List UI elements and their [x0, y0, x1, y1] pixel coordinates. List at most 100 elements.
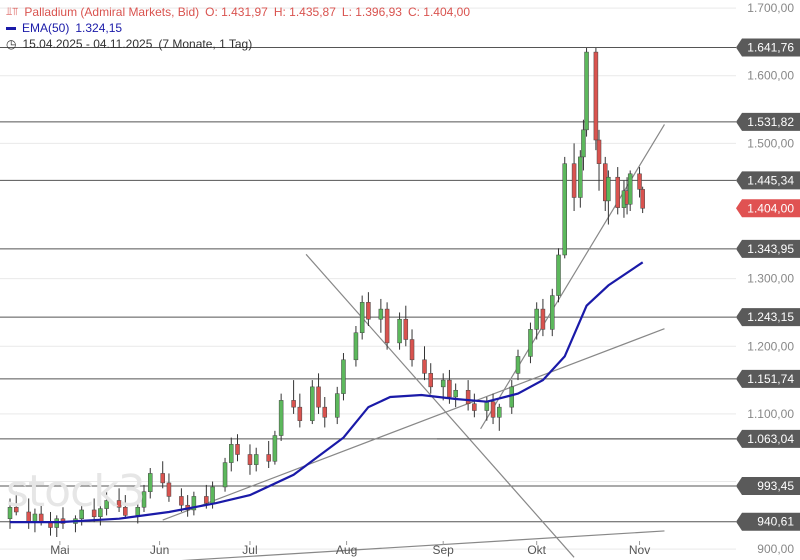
- x-tick-label: Mai: [50, 543, 69, 557]
- candle-body: [509, 386, 515, 408]
- candle-body: [141, 491, 147, 508]
- x-tick-label: Aug: [336, 543, 357, 557]
- trend-line: [305, 253, 575, 558]
- candle-body: [353, 332, 359, 361]
- candle-body: [581, 129, 586, 158]
- level-tag: [736, 369, 800, 388]
- candle-body: [484, 401, 490, 411]
- y-tick-label: 1.500,00: [747, 136, 794, 150]
- candle-body: [593, 51, 599, 141]
- level-label: 1.151,74: [747, 372, 794, 386]
- level-tag: [736, 308, 800, 327]
- date-range: 15.04.2025 - 04.11.2025: [22, 37, 153, 51]
- x-tick-label: Jul: [242, 543, 257, 557]
- price-chart-icon: ⫫⫪: [6, 5, 19, 18]
- candle-body: [79, 509, 84, 519]
- candle-body: [210, 486, 215, 504]
- candle-body: [98, 508, 103, 517]
- level-label: 1.445,34: [747, 173, 794, 187]
- candle-body: [540, 308, 546, 330]
- candle-body: [453, 389, 458, 398]
- candle-body: [160, 473, 165, 484]
- candle-body: [104, 500, 109, 509]
- candle-body: [341, 359, 346, 394]
- candle-body: [640, 189, 645, 209]
- ema-label: EMA(50): [22, 21, 70, 35]
- level-tag: [736, 429, 800, 448]
- watermark: stock3: [6, 466, 146, 517]
- range-note: (7 Monate, 1 Tag): [158, 37, 253, 51]
- candle-body: [447, 379, 452, 398]
- level-label: 1.343,95: [747, 242, 794, 256]
- candle-body: [556, 254, 561, 296]
- x-tick-label: Jun: [150, 543, 169, 557]
- candle-body: [403, 318, 409, 340]
- candle-body: [191, 496, 197, 511]
- candle-body: [116, 500, 122, 508]
- trend-line: [181, 530, 665, 560]
- candle-body: [409, 339, 415, 361]
- level-tag: [736, 171, 800, 190]
- instrument-name: Palladium (Admiral Markets, Bid): [24, 5, 200, 19]
- candle-body: [571, 163, 577, 198]
- candle-body: [637, 173, 642, 190]
- candle-body: [528, 329, 533, 357]
- candle-body: [147, 473, 153, 492]
- candle-body: [534, 308, 539, 330]
- candle-body: [291, 400, 296, 408]
- y-tick-label: 1.600,00: [747, 69, 794, 83]
- candle-body: [584, 51, 589, 131]
- candle-body: [253, 454, 259, 465]
- level-label: 1.531,82: [747, 115, 794, 129]
- legend-price-row: ⫫⫪ Palladium (Admiral Markets, Bid) O: 1…: [6, 4, 470, 20]
- candle-body: [272, 435, 278, 462]
- ema-value: 1.324,15: [75, 21, 123, 35]
- candle-body: [422, 359, 427, 374]
- x-tick-label: Nov: [629, 543, 650, 557]
- candle-body: [550, 295, 555, 330]
- candle-body: [247, 454, 253, 465]
- y-tick-label: 1.700,00: [747, 1, 794, 15]
- current-price-tag: [736, 199, 800, 218]
- y-tick-label: 1.200,00: [747, 339, 794, 353]
- y-tick-label: 900,00: [757, 542, 794, 556]
- y-tick-label: 1.100,00: [747, 407, 794, 421]
- candle-body: [7, 506, 13, 519]
- ema-line: [10, 261, 644, 524]
- price-axis: [736, 0, 800, 560]
- trend-line: [162, 328, 665, 521]
- level-label: 1.641,76: [747, 41, 794, 55]
- ohlc-close: C: 1.404,00: [407, 5, 470, 19]
- candle-body: [440, 379, 446, 388]
- trend-line: [480, 124, 665, 430]
- candle-body: [229, 444, 234, 463]
- candle-body: [91, 509, 97, 517]
- x-tick-label: Sep: [433, 543, 455, 557]
- level-label: 993,45: [757, 479, 794, 493]
- current-price-label: 1.404,00: [747, 201, 794, 215]
- candle-body: [179, 496, 184, 506]
- candle-body: [266, 454, 271, 462]
- level-tag: [736, 512, 800, 531]
- candle-body: [497, 406, 502, 418]
- candle-body: [222, 462, 228, 488]
- candle-body: [310, 386, 315, 421]
- candle-body: [428, 373, 433, 388]
- candle-body: [606, 176, 611, 202]
- candle-body: [515, 356, 521, 374]
- y-tick-label: 1.300,00: [747, 272, 794, 286]
- candle-body: [627, 173, 633, 205]
- ema-swatch: [6, 26, 16, 30]
- level-label: 940,61: [757, 515, 794, 529]
- candle-body: [378, 308, 384, 320]
- candle-body: [615, 176, 620, 208]
- candle-body: [334, 393, 340, 418]
- candle-body: [562, 163, 567, 256]
- candle-body: [465, 389, 471, 405]
- level-tag: [736, 112, 800, 131]
- candle-body: [278, 400, 284, 436]
- level-label: 1.063,04: [747, 432, 794, 446]
- candle-body: [359, 302, 365, 334]
